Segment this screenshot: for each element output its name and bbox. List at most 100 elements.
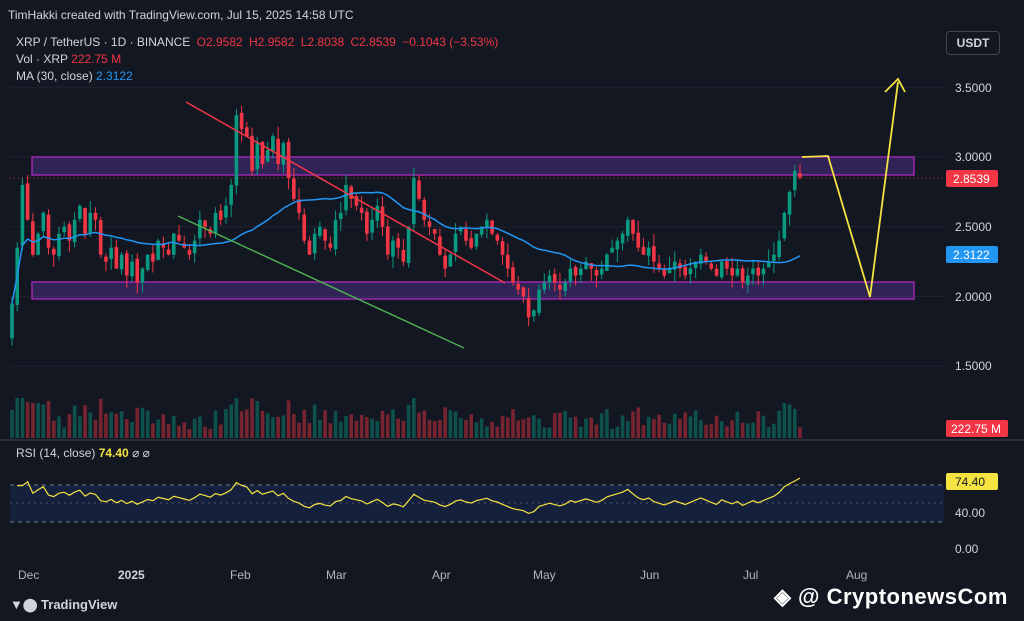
volume-bar: [109, 412, 113, 438]
time-tick: Mar: [326, 568, 347, 582]
currency-button[interactable]: USDT: [946, 31, 1000, 55]
price-tick: 3.5000: [955, 81, 992, 95]
volume-bar: [693, 410, 698, 438]
high-value: H2.9582: [249, 35, 295, 49]
volume-bar: [15, 398, 20, 438]
volume-bar: [239, 411, 244, 438]
volume-bar: [730, 420, 734, 438]
candle-body: [735, 268, 740, 276]
volume-bar: [495, 426, 500, 438]
candle-body: [265, 150, 270, 162]
candle-body: [422, 199, 427, 220]
time-tick: Aug: [846, 568, 867, 582]
last-price-tag: [946, 170, 998, 187]
candle-body: [605, 254, 609, 271]
price-tick: 1.5000: [955, 359, 992, 373]
candle-body: [312, 233, 317, 254]
candle-body: [699, 254, 703, 264]
candle-body: [599, 268, 604, 275]
candle-body: [615, 240, 620, 250]
candle-body: [72, 219, 77, 243]
time-tick: Dec: [18, 568, 39, 582]
volume-bar: [260, 410, 265, 438]
volume-bar: [229, 404, 233, 438]
volume-bar: [605, 409, 609, 438]
volume-bar: [25, 402, 30, 438]
volume-bar: [573, 416, 578, 438]
candle-body: [792, 170, 797, 191]
candle-body: [57, 233, 61, 257]
volume-bar: [740, 422, 745, 438]
candle-body: [558, 284, 562, 290]
candle-body: [709, 263, 714, 269]
volume-bar: [657, 414, 661, 438]
rsi-legend-value: 74.40: [98, 446, 129, 460]
volume-bar: [20, 398, 25, 438]
candle-body: [171, 233, 176, 255]
rsi-legend[interactable]: RSI (14, close) 74.40 ⌀ ⌀: [16, 446, 150, 460]
volume-label: 222.75 M: [951, 422, 1001, 436]
volume-bar: [83, 405, 87, 438]
volume-bar: [250, 398, 254, 438]
price-tick: 2.0000: [955, 290, 992, 304]
volume-bar: [766, 426, 771, 438]
volume-bar: [338, 421, 343, 438]
candle-body: [631, 219, 635, 234]
candle-body: [688, 268, 693, 275]
candle-body: [114, 246, 119, 269]
time-tick: Feb: [230, 568, 251, 582]
candle-body: [245, 127, 249, 137]
volume-bar: [98, 398, 103, 438]
volume-bar: [344, 415, 348, 438]
volume-bar: [537, 418, 541, 438]
candle-body: [292, 178, 296, 199]
chart-credit: TimHakki created with TradingView.com, J…: [8, 8, 354, 22]
volume-bar: [31, 402, 35, 438]
volume-bar: [51, 420, 56, 438]
candle-body: [67, 224, 72, 241]
volume-bar: [521, 419, 526, 438]
candle-body: [338, 212, 343, 220]
ohlc-row[interactable]: XRP / TetherUS · 1D · BINANCE O2.9582 H2…: [16, 34, 501, 51]
volume-bar: [93, 419, 98, 438]
volume-bar: [464, 420, 468, 438]
ma-legend-label: MA (30, close): [16, 69, 93, 83]
volume-bar: [417, 412, 421, 438]
volume-bar: [401, 420, 406, 438]
candle-body: [725, 261, 729, 269]
volume-bar: [72, 405, 77, 438]
volume-bar: [453, 411, 458, 438]
volume-bar: [427, 420, 432, 438]
volume-bar: [552, 413, 557, 438]
rsi-settings-icon[interactable]: ⌀ ⌀: [132, 446, 150, 460]
symbol-label: XRP / TetherUS · 1D · BINANCE: [16, 35, 191, 49]
binance-logo-icon: ◈ @: [774, 584, 827, 609]
candle-body: [526, 298, 531, 318]
candle-body: [78, 205, 82, 219]
candle-body: [568, 268, 573, 282]
candle-body: [787, 191, 792, 215]
volume-bar: [579, 426, 583, 438]
rsi-tick: 0.00: [955, 542, 979, 556]
candle-body: [537, 289, 541, 313]
candle-body: [746, 275, 750, 285]
volume-row[interactable]: Vol · XRP 222.75 M: [16, 51, 501, 68]
ma-price-tag: [946, 246, 998, 263]
candle-body: [318, 226, 322, 236]
candle-body: [125, 253, 129, 276]
candle-body: [130, 261, 134, 277]
volume-bar: [672, 413, 677, 438]
ma-row[interactable]: MA (30, close) 2.3122: [16, 68, 501, 85]
candle-body: [10, 303, 14, 339]
volume-bar: [307, 422, 312, 438]
candle-body: [302, 214, 307, 241]
volume-bar: [704, 424, 708, 438]
volume-bar: [490, 421, 494, 438]
watermark-text: CryptonewsCom: [826, 584, 1008, 609]
candle-body: [719, 261, 724, 278]
candle-body: [255, 143, 260, 170]
candle-body: [662, 269, 667, 276]
volume-bar: [391, 409, 395, 438]
volume-bar: [516, 420, 520, 438]
